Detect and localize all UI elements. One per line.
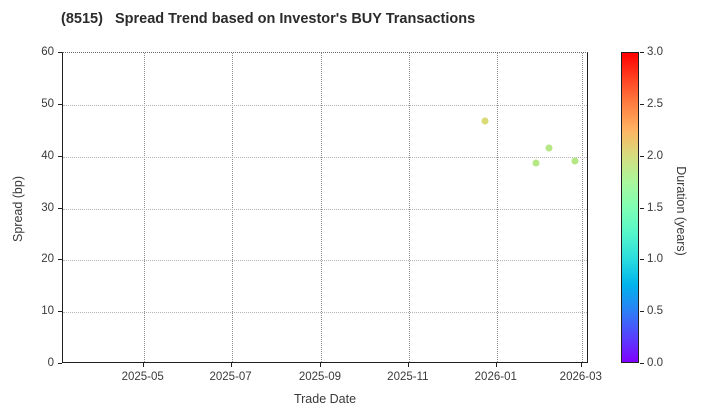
y-tick-mark	[58, 259, 62, 261]
x-tick-mark	[142, 363, 144, 367]
x-axis-title: Trade Date	[293, 392, 357, 406]
y-tick-label: 40	[41, 149, 54, 162]
data-point	[532, 159, 540, 167]
colorbar-gradient	[621, 52, 639, 363]
y-tick-label: 30	[41, 201, 54, 214]
y-tick-label: 50	[41, 97, 54, 110]
x-gridline	[320, 53, 322, 362]
x-tick-mark	[230, 363, 232, 367]
x-gridline	[408, 53, 410, 362]
y-tick-label: 20	[41, 253, 54, 266]
x-tick-mark	[319, 363, 321, 367]
colorbar-tick-mark	[640, 207, 644, 209]
colorbar-tick-label: 2.5	[647, 97, 663, 110]
y-tick-label: 10	[41, 305, 54, 318]
colorbar-tick-mark	[640, 311, 644, 313]
y-tick-label: 0	[47, 357, 54, 369]
y-gridline	[63, 260, 587, 262]
x-tick-label: 2026-03	[559, 371, 602, 383]
x-gridline	[581, 53, 583, 362]
colorbar-tick-mark	[640, 363, 644, 364]
x-tick-mark	[407, 363, 409, 367]
y-tick-mark	[58, 103, 62, 105]
plot-area	[62, 52, 588, 363]
y-tick-mark	[58, 207, 62, 209]
colorbar-tick-label: 0.5	[647, 305, 663, 318]
data-point	[545, 144, 553, 152]
y-tick-label: 60	[41, 46, 54, 58]
x-gridline	[231, 53, 233, 362]
x-tick-mark	[580, 363, 582, 367]
y-tick-mark	[58, 363, 62, 364]
x-gridline	[496, 53, 498, 362]
y-gridline	[63, 208, 587, 210]
colorbar-tick-label: 1.0	[647, 253, 663, 266]
colorbar-tick-label: 2.0	[647, 149, 663, 162]
x-tick-label: 2026-01	[474, 371, 517, 383]
y-gridline	[63, 312, 587, 314]
x-tick-mark	[495, 363, 497, 367]
colorbar-tick-mark	[640, 155, 644, 157]
y-tick-mark	[58, 311, 62, 313]
chart-title: (8515) Spread Trend based on Investor's …	[61, 11, 476, 27]
x-tick-label: 2025-11	[387, 371, 429, 383]
colorbar-title-text: Duration (years)	[674, 166, 688, 256]
x-tick-label: 2025-09	[298, 371, 342, 383]
data-point	[481, 117, 489, 125]
colorbar-tick-mark	[640, 103, 644, 105]
colorbar-tick-mark	[640, 52, 644, 53]
x-tick-label: 2025-05	[121, 371, 164, 383]
colorbar-tick-label: 3.0	[647, 46, 663, 58]
x-gridline	[143, 53, 145, 362]
data-point	[571, 157, 579, 165]
y-gridline	[63, 104, 587, 106]
y-gridline	[63, 156, 587, 158]
y-tick-mark	[58, 155, 62, 157]
colorbar-tick-label: 0.0	[647, 357, 663, 369]
colorbar-tick-mark	[640, 259, 644, 261]
y-tick-mark	[58, 52, 62, 53]
colorbar-tick-label: 1.5	[647, 201, 663, 214]
x-tick-label: 2025-07	[209, 371, 252, 383]
